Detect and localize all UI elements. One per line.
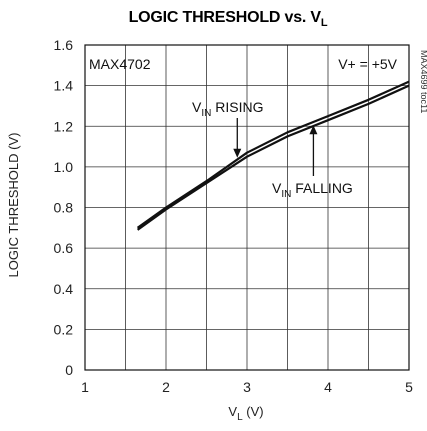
- chart-title-subscript: L: [321, 17, 328, 29]
- y-tick-label: 0.8: [54, 200, 74, 216]
- supply-label: V+ = +5V: [338, 56, 397, 72]
- annotation-vin-falling-rest: FALLING: [291, 180, 352, 196]
- y-tick-label: 0.2: [54, 321, 74, 337]
- y-tick-label: 1.6: [54, 37, 74, 53]
- x-tick-label: 5: [405, 379, 413, 395]
- y-axis-label: LOGIC THRESHOLD (V): [6, 133, 21, 278]
- y-tick-label: 0.6: [54, 240, 74, 256]
- series-line-vin-falling: [136, 84, 410, 231]
- series-line-vin-rising: [136, 80, 410, 229]
- arrowhead-vin-rising: [233, 148, 242, 158]
- x-tick-label: 3: [243, 379, 251, 395]
- x-axis-label: VL (V): [228, 404, 263, 423]
- x-axis-label-sub: L: [237, 412, 243, 423]
- chart-title: LOGIC THRESHOLD vs. VL: [129, 9, 328, 29]
- device-label: MAX4702: [89, 56, 151, 72]
- annotation-vin-falling-sub: IN: [281, 189, 291, 200]
- plot-area: 1 2 3 4 5 0 0.2 0.4 0.6 0.8 1.0 1.2 1.4 1.6: [54, 37, 414, 395]
- y-tick-label: 0: [65, 362, 73, 378]
- grid-lines: [85, 45, 409, 370]
- annotation-vin-rising-v: V: [192, 99, 202, 115]
- annotation-vin-rising: VIN RISING: [192, 99, 263, 119]
- x-tick-label: 1: [81, 379, 89, 395]
- annotation-vin-falling: VIN FALLING: [272, 180, 353, 200]
- x-tick-label: 2: [162, 379, 170, 395]
- figure-id: MAX4699 toc11: [419, 50, 427, 113]
- plot-frame: [84, 44, 410, 371]
- y-tick-label: 0.4: [54, 281, 74, 297]
- annotation-vin-rising-sub: IN: [201, 108, 211, 119]
- series-layer: [136, 80, 410, 231]
- x-axis-label-unit: (V): [243, 404, 264, 419]
- y-tick-label: 1.4: [54, 78, 74, 94]
- y-tick-label: 1.2: [54, 118, 74, 134]
- x-tick-label: 4: [324, 379, 332, 395]
- annotation-arrows: [233, 118, 318, 176]
- y-tick-label: 1.0: [54, 159, 74, 175]
- chart-title-main: LOGIC THRESHOLD vs. V: [129, 9, 322, 26]
- x-axis-label-v: V: [228, 404, 237, 419]
- tick-labels: 1 2 3 4 5 0 0.2 0.4 0.6 0.8 1.0 1.2 1.4 1.6: [54, 37, 414, 395]
- annotation-vin-falling-v: V: [272, 180, 282, 196]
- annotation-vin-rising-rest: RISING: [211, 99, 263, 115]
- arrowhead-vin-falling: [309, 125, 318, 135]
